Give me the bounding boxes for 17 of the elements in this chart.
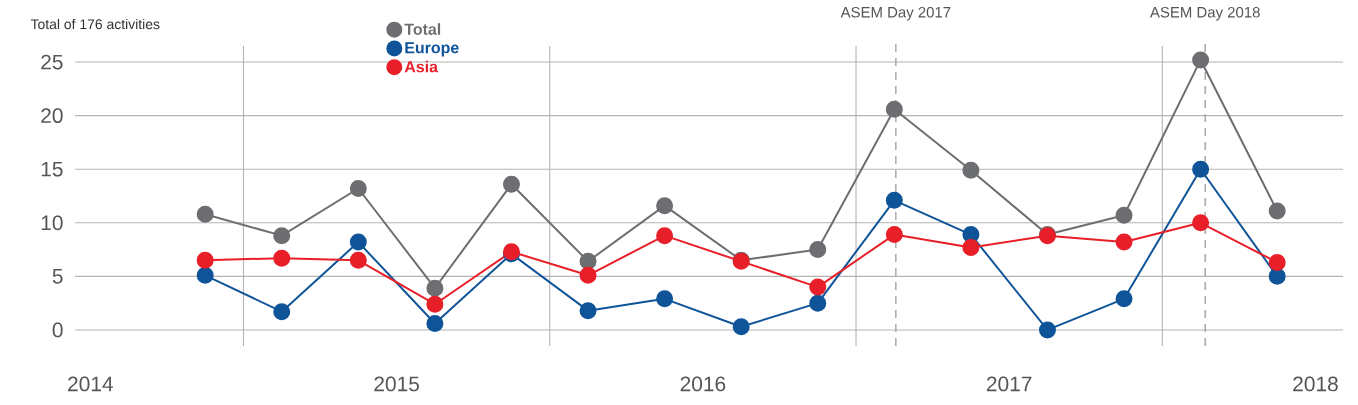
ref-line-label: ASEM Day 2018 — [1150, 6, 1260, 21]
legend-label: Europe — [405, 42, 459, 57]
ref-line-label: ASEM Day 2017 — [840, 6, 951, 21]
y-tick-label: 15 — [41, 161, 63, 177]
chart-title: Total of 176 activities — [30, 18, 160, 30]
x-tick-label: 2017 — [986, 376, 1032, 392]
legend-label: Asia — [404, 60, 439, 73]
x-tick-label: 2016 — [680, 376, 726, 392]
y-tick-label: 10 — [41, 215, 63, 231]
y-tick-label: 0 — [52, 322, 63, 338]
x-tick-label: 2014 — [68, 376, 113, 392]
y-tick-label: 25 — [41, 54, 63, 70]
legend-label: Total — [404, 23, 441, 35]
y-tick-label: 5 — [52, 269, 63, 284]
x-tick-label: 2015 — [374, 376, 419, 392]
y-tick-label: 20 — [41, 108, 63, 124]
x-tick-label: 2018 — [1293, 376, 1338, 392]
